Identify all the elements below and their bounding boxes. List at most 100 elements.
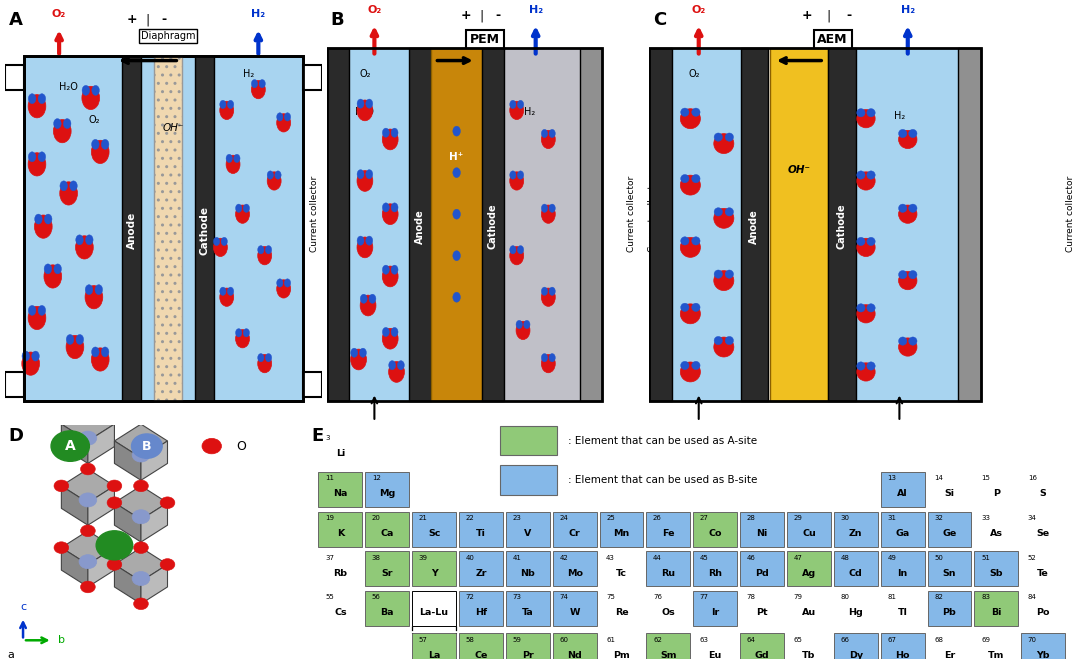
Circle shape bbox=[366, 236, 373, 245]
Text: Pm: Pm bbox=[613, 650, 630, 659]
Text: H₂O: H₂O bbox=[59, 82, 78, 92]
Circle shape bbox=[389, 360, 396, 370]
Circle shape bbox=[28, 306, 46, 330]
Text: 49: 49 bbox=[888, 555, 896, 561]
Circle shape bbox=[277, 114, 291, 132]
Bar bbox=[649, 48, 981, 401]
Text: 46: 46 bbox=[747, 555, 756, 561]
Circle shape bbox=[357, 100, 373, 121]
Circle shape bbox=[257, 246, 271, 265]
Text: 56: 56 bbox=[372, 594, 381, 600]
Circle shape bbox=[39, 152, 46, 161]
Text: Sb: Sb bbox=[989, 569, 1003, 578]
Circle shape bbox=[54, 542, 69, 554]
Bar bbox=[599, 511, 643, 547]
Text: -: - bbox=[847, 9, 852, 22]
Text: |: | bbox=[480, 9, 485, 22]
Polygon shape bbox=[115, 565, 142, 604]
Text: OH⁻: OH⁻ bbox=[162, 123, 183, 133]
Circle shape bbox=[383, 328, 398, 349]
Text: H₂: H₂ bbox=[243, 69, 254, 79]
Text: 48: 48 bbox=[840, 555, 849, 561]
Circle shape bbox=[391, 203, 398, 212]
Bar bbox=[770, 48, 829, 401]
Polygon shape bbox=[142, 441, 167, 480]
Circle shape bbox=[714, 270, 723, 278]
Text: 55: 55 bbox=[325, 594, 333, 600]
Text: Ni: Ni bbox=[757, 529, 768, 538]
Bar bbox=[459, 511, 503, 547]
Text: : Element that can be used as B-site: : Element that can be used as B-site bbox=[568, 475, 758, 485]
Circle shape bbox=[28, 95, 46, 118]
Circle shape bbox=[220, 288, 234, 306]
Bar bbox=[302, 372, 322, 397]
Circle shape bbox=[383, 204, 398, 225]
Text: Dy: Dy bbox=[849, 650, 863, 659]
Circle shape bbox=[389, 362, 404, 382]
Text: 65: 65 bbox=[793, 637, 803, 643]
Text: 28: 28 bbox=[747, 515, 756, 521]
Circle shape bbox=[102, 347, 109, 357]
Text: Fe: Fe bbox=[662, 529, 674, 538]
Circle shape bbox=[509, 100, 516, 109]
Circle shape bbox=[234, 154, 240, 163]
Circle shape bbox=[107, 559, 122, 570]
Text: 73: 73 bbox=[512, 594, 521, 600]
Circle shape bbox=[80, 525, 95, 536]
Bar bbox=[318, 511, 362, 547]
Circle shape bbox=[714, 337, 734, 357]
Bar bbox=[5, 372, 25, 397]
Text: O₂: O₂ bbox=[691, 5, 705, 15]
Text: La: La bbox=[428, 650, 441, 659]
Circle shape bbox=[857, 172, 875, 190]
Circle shape bbox=[23, 351, 30, 361]
Circle shape bbox=[107, 480, 122, 492]
Text: Cd: Cd bbox=[849, 569, 863, 578]
Circle shape bbox=[39, 94, 46, 103]
Circle shape bbox=[366, 169, 373, 179]
Circle shape bbox=[79, 431, 96, 445]
Bar bbox=[855, 48, 958, 401]
Text: 14: 14 bbox=[934, 475, 943, 481]
Text: 44: 44 bbox=[653, 555, 661, 561]
Circle shape bbox=[357, 236, 364, 245]
Bar bbox=[327, 48, 349, 401]
Bar bbox=[506, 552, 550, 587]
Circle shape bbox=[909, 270, 917, 279]
Bar bbox=[506, 591, 550, 626]
Bar bbox=[974, 591, 1018, 626]
Circle shape bbox=[86, 235, 93, 244]
Bar bbox=[694, 511, 738, 547]
Circle shape bbox=[213, 237, 220, 246]
Circle shape bbox=[134, 542, 148, 554]
Circle shape bbox=[28, 153, 46, 176]
Text: Current collector: Current collector bbox=[1067, 176, 1072, 252]
Text: Eu: Eu bbox=[709, 650, 721, 659]
Polygon shape bbox=[61, 486, 88, 525]
Text: Al: Al bbox=[897, 489, 908, 498]
Bar bbox=[553, 511, 596, 547]
Circle shape bbox=[714, 208, 734, 228]
Bar bbox=[787, 552, 831, 587]
Text: B: B bbox=[330, 11, 344, 29]
Text: 21: 21 bbox=[419, 515, 428, 521]
Circle shape bbox=[383, 265, 389, 274]
Text: Tc: Tc bbox=[616, 569, 627, 578]
Text: 33: 33 bbox=[981, 515, 991, 521]
Text: 23: 23 bbox=[512, 515, 521, 521]
Circle shape bbox=[681, 237, 689, 245]
Text: W: W bbox=[569, 608, 580, 617]
Text: 16: 16 bbox=[1028, 475, 1037, 481]
Bar bbox=[694, 552, 738, 587]
Text: Ta: Ta bbox=[522, 608, 534, 617]
Circle shape bbox=[134, 480, 148, 492]
Text: 20: 20 bbox=[372, 515, 381, 521]
Text: In: In bbox=[897, 569, 908, 578]
Circle shape bbox=[398, 360, 404, 370]
Circle shape bbox=[284, 279, 291, 287]
Text: PEM: PEM bbox=[471, 34, 500, 46]
Circle shape bbox=[857, 171, 865, 179]
Circle shape bbox=[898, 338, 917, 356]
Text: Cu: Cu bbox=[802, 529, 816, 538]
Text: O: O bbox=[236, 440, 247, 453]
